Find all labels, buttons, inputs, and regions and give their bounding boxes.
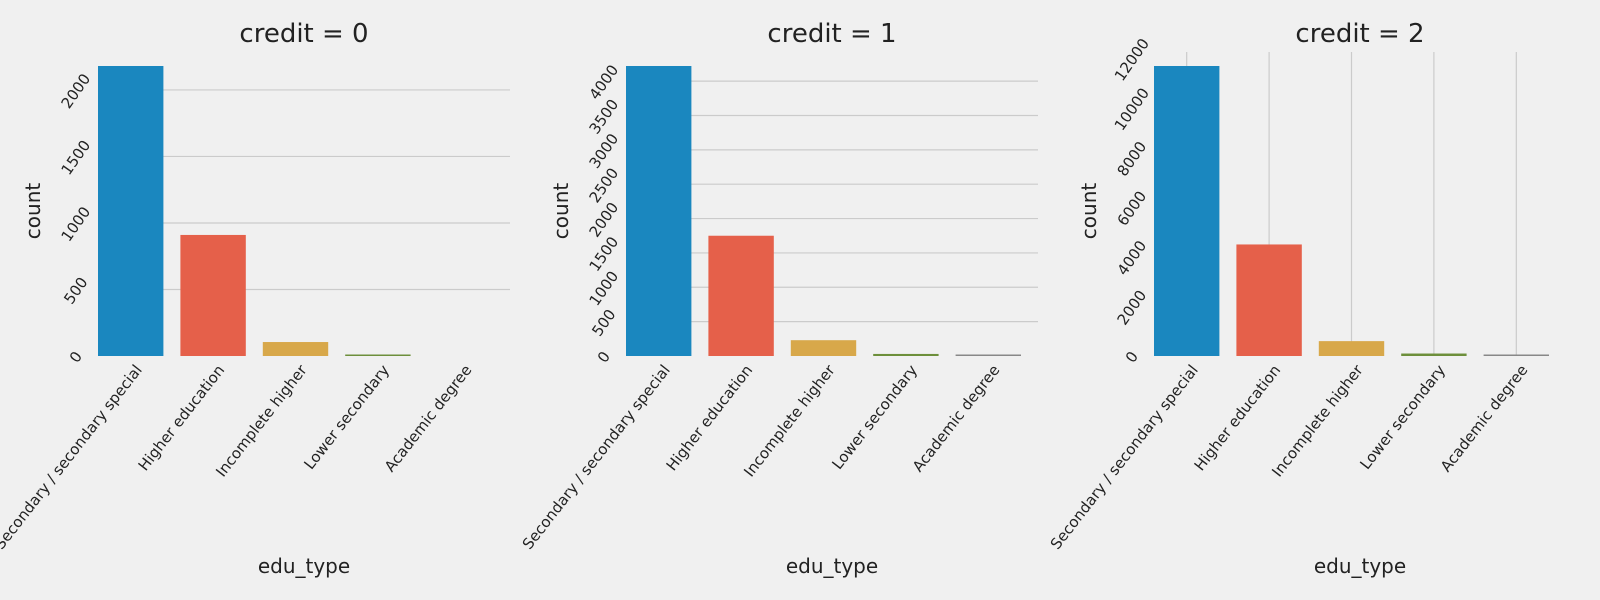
panel-title-1: credit = 1 [767,19,896,49]
bar-2-4 [1483,354,1549,356]
xtick-label-1-2: Incomplete higher [740,361,839,481]
ytick-label-0-3: 1500 [58,137,95,179]
xtick-label-1-3: Lower secondary [828,361,921,473]
ytick-label-1-1: 500 [588,306,619,340]
xtick-label-0-0: Secondary / secondary special [0,361,146,552]
ytick-label-1-5: 2500 [586,165,623,207]
ytick-label-1-8: 4000 [586,61,623,103]
ytick-label-0-0: 0 [66,348,86,366]
xtick-label-1-1: Higher education [663,361,757,474]
y-axis-label-2: count [1077,183,1101,240]
ytick-label-0-1: 500 [60,274,91,308]
x-axis-label-1: edu_type [786,554,878,578]
ytick-label-0-4: 2000 [58,70,95,112]
xtick-label-2-2: Incomplete higher [1268,361,1367,481]
xtick-label-2-0: Secondary / secondary special [1047,361,1202,552]
ytick-label-2-4: 8000 [1114,138,1151,180]
xtick-label-0-1: Higher education [135,361,229,474]
ytick-label-2-5: 10000 [1111,85,1153,134]
ytick-label-1-2: 1000 [586,268,623,310]
ytick-label-1-3: 1500 [586,233,623,275]
ytick-label-1-4: 2000 [586,199,623,241]
chart-panel-0: 0 500 1000 1500 2000 Secondary / secondary sp… [0,19,510,578]
ytick-label-1-0: 0 [594,348,614,366]
y-axis-label-0: count [21,183,45,240]
xtick-label-1-4: Academic degree [909,361,1004,475]
xtick-label-0-4: Academic degree [381,361,476,475]
ytick-label-2-2: 4000 [1114,237,1151,279]
ytick-label-1-6: 3000 [586,130,623,172]
bar-2-0 [1154,66,1220,356]
bar-1-4 [955,354,1021,356]
bar-1-1 [708,235,774,356]
bar-2-1 [1236,244,1302,356]
xtick-label-1-0: Secondary / secondary special [519,361,674,552]
xtick-label-2-4: Academic degree [1437,361,1532,475]
ytick-label-0-2: 1000 [58,203,95,245]
bar-0-1 [180,234,246,356]
panel-title-2: credit = 2 [1295,19,1424,49]
bar-1-2 [790,340,857,356]
y-axis-label-1: count [549,183,573,240]
bar-1-0 [626,66,692,356]
xtick-label-2-1: Higher education [1191,361,1285,474]
bar-1-3 [873,353,939,356]
ytick-label-1-7: 3500 [586,96,623,138]
xtick-label-0-2: Incomplete higher [212,361,311,481]
panel-title-0: credit = 0 [239,19,368,49]
ytick-label-2-0: 0 [1122,348,1142,366]
x-axis-label-0: edu_type [258,554,350,578]
bar-0-0 [98,66,164,356]
bar-2-2 [1318,341,1385,356]
bar-0-2 [262,342,329,356]
ytick-label-2-1: 2000 [1114,287,1151,329]
ytick-label-2-3: 6000 [1114,188,1151,230]
xtick-label-0-3: Lower secondary [300,361,393,473]
x-axis-label-2: edu_type [1314,554,1406,578]
bar-0-3 [345,354,411,356]
ytick-label-2-6: 12000 [1111,35,1153,84]
bar-2-3 [1401,353,1467,356]
xtick-label-2-3: Lower secondary [1356,361,1449,473]
